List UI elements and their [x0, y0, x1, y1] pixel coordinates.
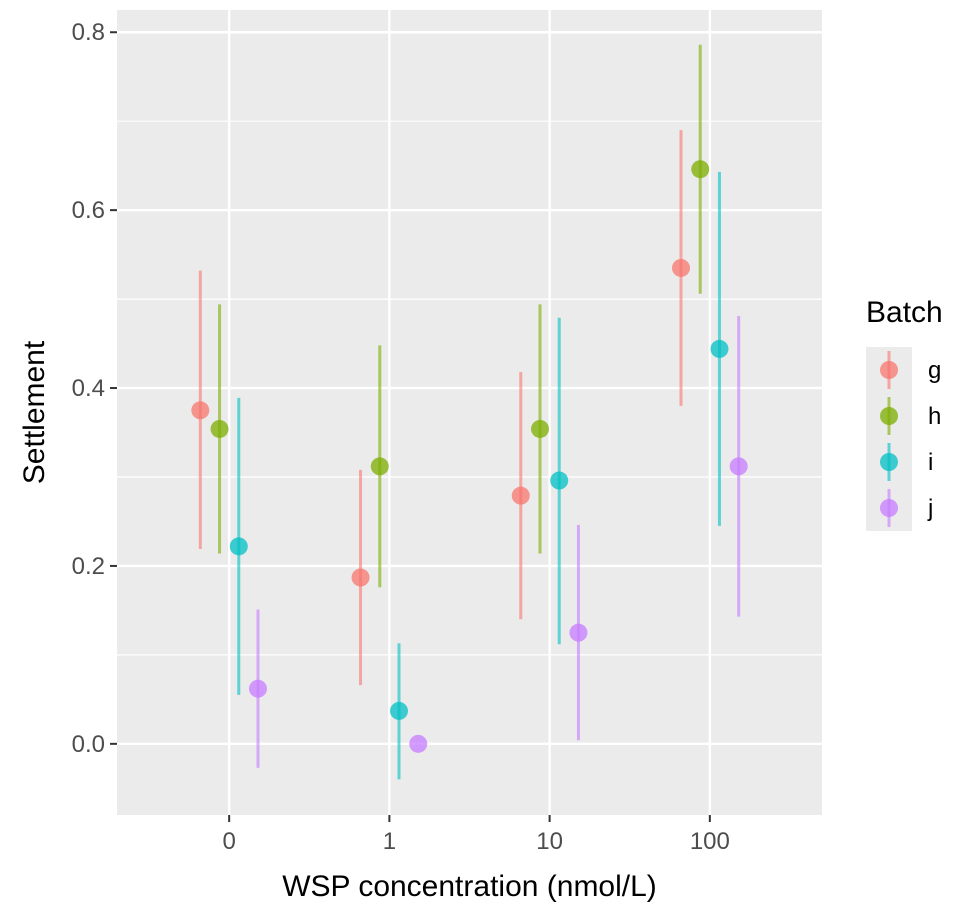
data-point-g — [512, 487, 530, 505]
legend-title: Batch — [866, 296, 943, 329]
data-point-i — [710, 340, 728, 358]
y-tick-label: 0.0 — [72, 731, 105, 758]
legend-label-h: h — [928, 403, 941, 430]
legend-label-i: i — [928, 449, 933, 476]
data-point-h — [531, 420, 549, 438]
x-tick-label: 0 — [222, 828, 235, 855]
data-point-g — [352, 569, 370, 587]
data-point-h — [371, 457, 389, 475]
y-tick-label: 0.4 — [72, 375, 105, 402]
x-axis-title: WSP concentration (nmol/L) — [282, 870, 657, 903]
data-point-j — [730, 457, 748, 475]
data-point-g — [672, 259, 690, 277]
data-point-g — [191, 401, 209, 419]
data-point-i — [230, 537, 248, 555]
data-point-i — [390, 702, 408, 720]
data-point-h — [211, 420, 229, 438]
legend-label-j: j — [927, 495, 933, 522]
x-tick-label: 10 — [536, 828, 563, 855]
y-axis-title: Settlement — [18, 340, 51, 484]
data-point-j — [409, 735, 427, 753]
legend-key-point-g — [880, 361, 898, 379]
legend-key-point-j — [880, 499, 898, 517]
y-tick-label: 0.8 — [72, 19, 105, 46]
y-tick-label: 0.2 — [72, 553, 105, 580]
x-tick-label: 1 — [383, 828, 396, 855]
plot-panel — [117, 10, 822, 815]
data-point-j — [569, 624, 587, 642]
data-point-j — [249, 680, 267, 698]
data-point-h — [691, 160, 709, 178]
x-tick-label: 100 — [690, 828, 730, 855]
y-tick-label: 0.6 — [72, 197, 105, 224]
legend-key-point-i — [880, 453, 898, 471]
data-point-i — [550, 472, 568, 490]
legend-label-g: g — [928, 357, 941, 384]
legend-key-point-h — [880, 407, 898, 425]
